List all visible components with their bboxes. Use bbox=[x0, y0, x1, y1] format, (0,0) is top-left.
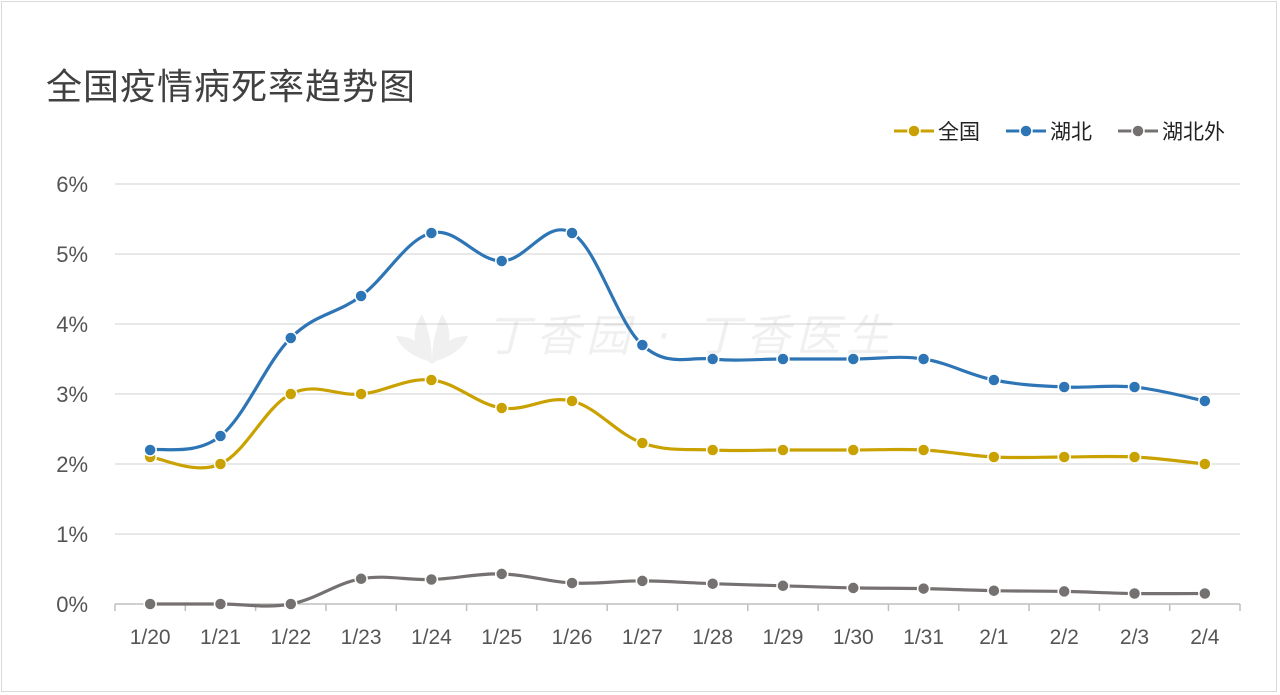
legend-marker-hubei-outside bbox=[1118, 124, 1158, 138]
legend-item-hubei-outside: 湖北外 bbox=[1118, 116, 1225, 146]
data-point bbox=[213, 429, 228, 443]
data-point bbox=[776, 443, 790, 457]
data-point bbox=[494, 567, 509, 581]
x-tick-label: 1/20 bbox=[130, 626, 171, 649]
series-1 bbox=[143, 226, 1212, 457]
data-point bbox=[565, 226, 579, 240]
series-line bbox=[150, 572, 1205, 608]
x-tick-label: 2/1 bbox=[979, 626, 1008, 649]
y-tick-label: 2% bbox=[56, 452, 88, 477]
data-point bbox=[565, 394, 579, 408]
data-point bbox=[1198, 394, 1212, 408]
data-point bbox=[846, 443, 861, 457]
data-point bbox=[1127, 586, 1142, 601]
legend-item-hubei: 湖北 bbox=[1006, 116, 1092, 146]
data-point bbox=[635, 338, 650, 352]
data-point bbox=[1057, 584, 1071, 599]
data-point bbox=[1198, 457, 1212, 471]
x-tick-label: 1/24 bbox=[411, 626, 452, 649]
x-tick-label: 1/29 bbox=[763, 626, 804, 649]
data-point bbox=[143, 597, 157, 611]
data-point bbox=[424, 226, 439, 240]
legend-label-hubei-outside: 湖北外 bbox=[1162, 120, 1225, 144]
y-tick-label: 3% bbox=[56, 382, 88, 407]
data-point bbox=[494, 254, 509, 268]
x-tick-label: 1/23 bbox=[341, 626, 382, 649]
data-point bbox=[354, 289, 368, 303]
data-point bbox=[143, 443, 157, 457]
x-tick-label: 1/31 bbox=[903, 626, 944, 649]
chart-title: 全国疫情病死率趋势图 bbox=[46, 67, 417, 108]
x-tick-label: 2/4 bbox=[1190, 626, 1220, 649]
data-point bbox=[705, 443, 720, 457]
data-point bbox=[776, 579, 790, 593]
data-point bbox=[916, 352, 931, 366]
data-point bbox=[1057, 450, 1071, 464]
series-2 bbox=[143, 567, 1212, 611]
legend: 全国 湖北 湖北外 bbox=[894, 116, 1225, 146]
data-point bbox=[776, 352, 790, 366]
data-point bbox=[705, 352, 720, 366]
data-point bbox=[1127, 380, 1142, 394]
data-point bbox=[213, 597, 228, 611]
data-point bbox=[1127, 450, 1142, 464]
legend-marker-hubei bbox=[1006, 124, 1046, 138]
data-point bbox=[354, 572, 368, 586]
data-point bbox=[494, 401, 509, 415]
series-0 bbox=[143, 373, 1212, 471]
data-point bbox=[635, 436, 650, 450]
x-tick-label: 1/27 bbox=[622, 626, 663, 649]
data-point bbox=[424, 572, 439, 587]
data-point bbox=[987, 450, 1001, 464]
x-tick-label: 1/28 bbox=[692, 626, 733, 649]
data-point bbox=[987, 373, 1001, 387]
data-point bbox=[1198, 586, 1212, 601]
series-line bbox=[149, 228, 1206, 452]
data-point bbox=[1057, 380, 1071, 394]
data-point bbox=[565, 576, 579, 590]
data-point bbox=[916, 581, 931, 596]
data-point bbox=[705, 576, 720, 591]
legend-marker-quanguo bbox=[894, 124, 934, 138]
y-tick-label: 5% bbox=[56, 242, 88, 267]
data-point bbox=[846, 352, 861, 366]
y-tick-label: 1% bbox=[56, 522, 88, 547]
series-line bbox=[149, 378, 1205, 470]
data-point bbox=[284, 331, 298, 345]
data-point bbox=[635, 574, 650, 588]
x-tick-label: 1/25 bbox=[481, 626, 522, 649]
data-point bbox=[916, 443, 931, 457]
data-point bbox=[846, 581, 861, 595]
data-point bbox=[987, 583, 1001, 598]
data-point bbox=[213, 457, 228, 471]
data-point bbox=[284, 387, 298, 401]
x-tick-label: 1/30 bbox=[833, 626, 874, 649]
data-point bbox=[284, 597, 298, 611]
y-tick-label: 0% bbox=[56, 592, 88, 617]
legend-item-quanguo: 全国 bbox=[894, 116, 980, 146]
legend-label-hubei: 湖北 bbox=[1050, 120, 1092, 144]
y-tick-label: 4% bbox=[56, 312, 88, 337]
legend-label-quanguo: 全国 bbox=[938, 120, 980, 144]
x-tick-label: 1/26 bbox=[552, 626, 593, 649]
x-tick-label: 1/22 bbox=[270, 626, 311, 649]
y-tick-label: 6% bbox=[56, 172, 88, 197]
x-tick-label: 2/3 bbox=[1120, 626, 1149, 649]
data-point bbox=[424, 373, 439, 387]
data-point bbox=[354, 387, 368, 401]
x-tick-label: 1/21 bbox=[200, 626, 241, 649]
x-tick-label: 2/2 bbox=[1050, 626, 1079, 649]
